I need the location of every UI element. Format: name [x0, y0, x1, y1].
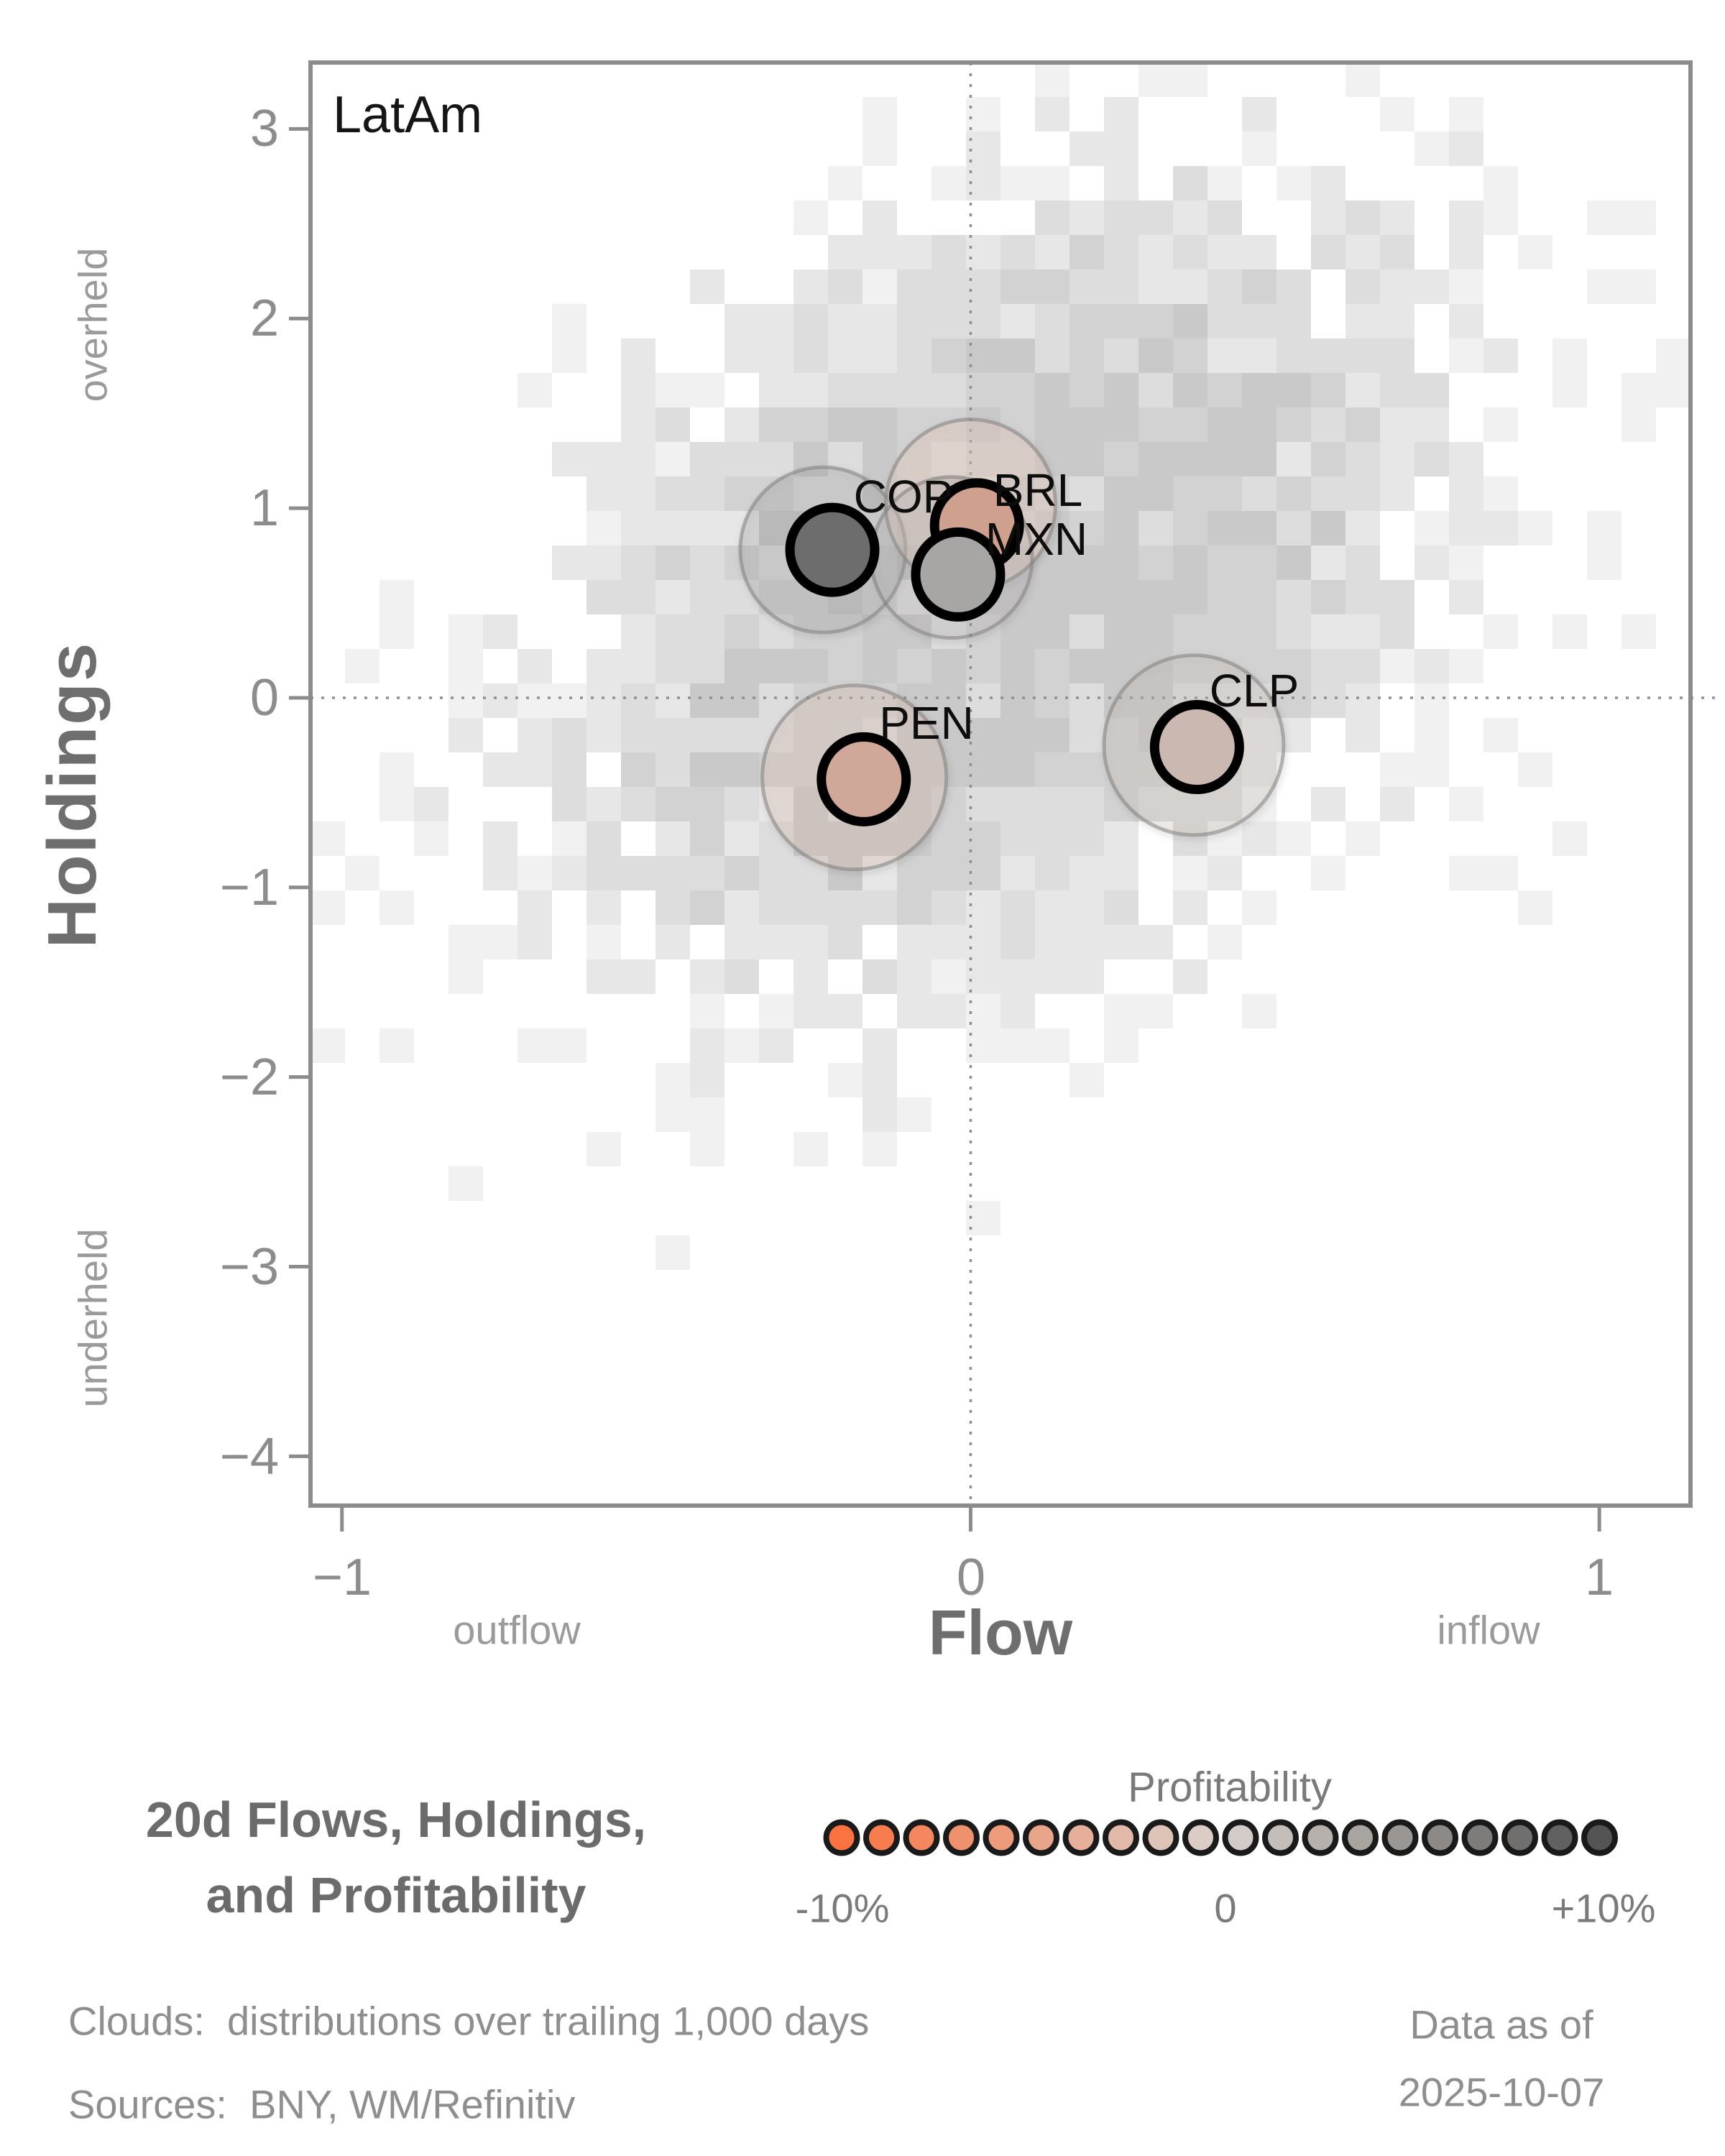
- point-label-pen: PEN: [879, 697, 974, 749]
- y-axis-title: Holdings: [34, 641, 111, 949]
- marker-clp: [1149, 700, 1244, 795]
- y-tick-label: 3: [249, 100, 279, 157]
- y-tick-label: −2: [219, 1049, 279, 1106]
- footnote-clouds: Clouds: distributions over trailing 1,00…: [68, 1998, 870, 2044]
- legend-mid-label: 0: [1214, 1885, 1237, 1931]
- x-axis-title: Flow: [928, 1597, 1073, 1668]
- legend-dot: [863, 1819, 900, 1856]
- data-asof-line2: 2025-10-07: [1398, 2069, 1605, 2115]
- legend-dot: [1103, 1819, 1139, 1856]
- legend-dot: [903, 1819, 940, 1856]
- panel-label: LatAm: [333, 86, 483, 144]
- legend-dot: [1023, 1819, 1059, 1856]
- legend-min-label: -10%: [795, 1885, 890, 1931]
- y-axis-sublabel-bottom: underheld: [70, 1228, 116, 1408]
- legend-dot: [1142, 1819, 1179, 1856]
- marker-pen: [816, 732, 911, 826]
- x-tick-label: −1: [312, 1549, 372, 1606]
- point-label-cop: COP: [853, 471, 954, 522]
- y-tick-label: 2: [249, 290, 279, 347]
- y-axis-sublabel-top: overheld: [70, 247, 116, 402]
- legend-max-label: +10%: [1551, 1885, 1656, 1931]
- tick-marks: [289, 126, 1601, 1531]
- legend-dot: [1182, 1819, 1219, 1856]
- legend-dot: [1501, 1819, 1538, 1856]
- legend-dot: [1422, 1819, 1458, 1856]
- marker-cop: [785, 502, 880, 597]
- legend-dot: [943, 1819, 980, 1856]
- point-label-brl: BRL: [993, 464, 1083, 516]
- x-tick-label: 0: [956, 1549, 986, 1606]
- data-asof-line1: Data as of: [1409, 2001, 1593, 2047]
- marker-layer: [785, 478, 1244, 826]
- plot-border: [308, 60, 1693, 1508]
- y-tick-label: −4: [219, 1428, 279, 1485]
- heatmap-layer: [310, 63, 1690, 1270]
- legend-dots: [823, 1819, 1618, 1856]
- point-label-mxn: MXN: [985, 513, 1088, 565]
- x-axis-sublabel-left: outflow: [453, 1607, 581, 1653]
- legend-dot: [1342, 1819, 1379, 1856]
- chart-title-line1: 20d Flows, Holdings,: [145, 1792, 647, 1848]
- legend-dot: [1222, 1819, 1259, 1856]
- legend-dot: [1581, 1819, 1618, 1856]
- legend-title: Profitability: [1128, 1764, 1332, 1811]
- legend-dot: [823, 1819, 860, 1856]
- chart-title-line2: and Profitability: [206, 1867, 586, 1923]
- footnote-sources: Sources: BNY, WM/Refinitiv: [68, 2081, 576, 2127]
- y-tick-label: 1: [249, 479, 279, 537]
- y-tick-label: −1: [219, 859, 279, 916]
- x-axis-sublabel-right: inflow: [1437, 1607, 1540, 1653]
- y-tick-label: 0: [249, 669, 279, 727]
- legend-dot: [1461, 1819, 1499, 1856]
- legend-dot: [1062, 1819, 1100, 1856]
- legend-dot: [1262, 1819, 1299, 1856]
- x-tick-label: 1: [1584, 1549, 1614, 1606]
- marker-mxn: [911, 527, 1006, 622]
- point-label-clp: CLP: [1209, 665, 1300, 717]
- legend-dot: [983, 1819, 1020, 1856]
- legend-dot: [1381, 1819, 1419, 1856]
- legend-dot: [1302, 1819, 1339, 1856]
- legend-dot: [1541, 1819, 1578, 1856]
- y-tick-label: −3: [219, 1238, 279, 1296]
